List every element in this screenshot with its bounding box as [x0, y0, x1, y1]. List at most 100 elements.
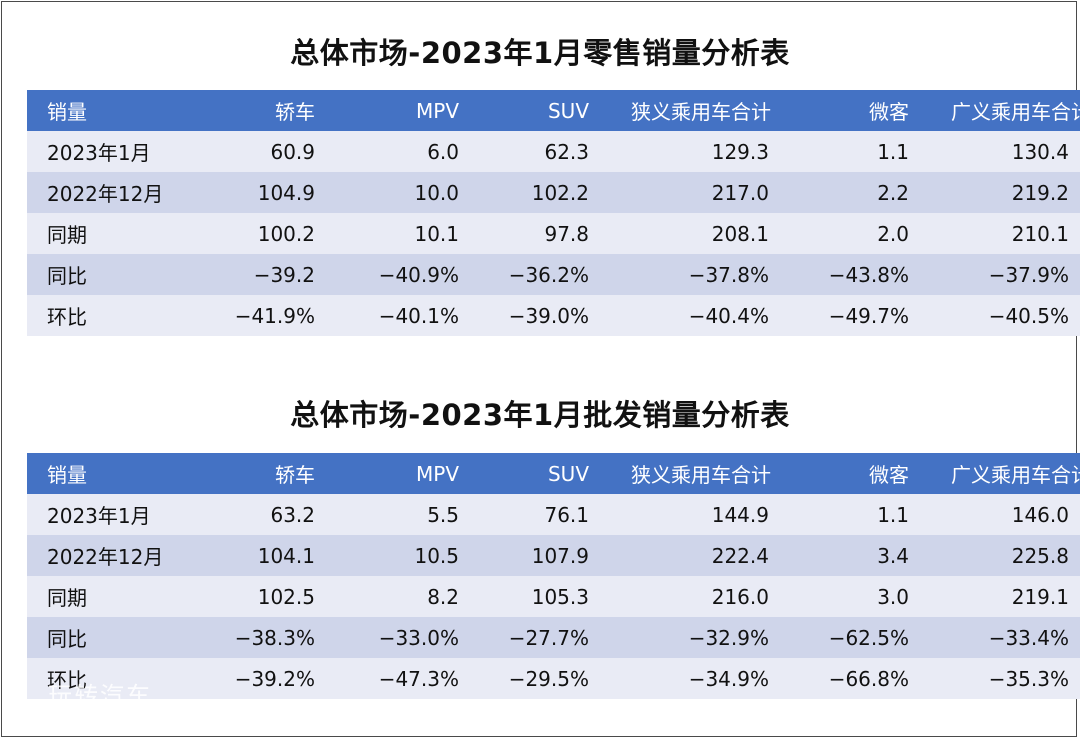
value-cell: 100.2	[187, 213, 337, 254]
wholesale-sales-table: 销量 轿车 MPV SUV 狭义乘用车合计 微客 广义乘用车合计 2023年1月 63.2 5.…	[27, 453, 1080, 699]
value-cell: 1.1	[791, 494, 931, 535]
value-cell: 210.1	[931, 213, 1080, 254]
value-cell: −39.2	[187, 254, 337, 295]
table-row: 环比 −41.9% −40.1% −39.0% −40.4% −49.7% −40.5%	[27, 295, 1080, 336]
value-cell: −40.4%	[611, 295, 791, 336]
column-header: 广义乘用车合计	[931, 453, 1080, 494]
value-cell: 105.3	[481, 576, 611, 617]
row-label-cell: 2023年1月	[27, 131, 187, 172]
value-cell: 62.3	[481, 131, 611, 172]
value-cell: −47.3%	[337, 658, 481, 699]
value-cell: −43.8%	[791, 254, 931, 295]
column-header: 狭义乘用车合计	[611, 90, 791, 131]
value-cell: 216.0	[611, 576, 791, 617]
value-cell: −33.4%	[931, 617, 1080, 658]
value-cell: 104.9	[187, 172, 337, 213]
value-cell: 129.3	[611, 131, 791, 172]
value-cell: −66.8%	[791, 658, 931, 699]
table-row: 同期 100.2 10.1 97.8 208.1 2.0 210.1	[27, 213, 1080, 254]
value-cell: −40.1%	[337, 295, 481, 336]
table-row: 2023年1月 63.2 5.5 76.1 144.9 1.1 146.0	[27, 494, 1080, 535]
column-header: 轿车	[187, 90, 337, 131]
row-label-cell: 同比	[27, 617, 187, 658]
value-cell: 2.0	[791, 213, 931, 254]
value-cell: 6.0	[337, 131, 481, 172]
table-header-row: 销量 轿车 MPV SUV 狭义乘用车合计 微客 广义乘用车合计	[27, 90, 1080, 131]
row-label-cell: 同期	[27, 213, 187, 254]
value-cell: −36.2%	[481, 254, 611, 295]
row-label-cell: 环比	[27, 295, 187, 336]
value-cell: 146.0	[931, 494, 1080, 535]
value-cell: 144.9	[611, 494, 791, 535]
value-cell: 219.2	[931, 172, 1080, 213]
retail-sales-table: 销量 轿车 MPV SUV 狭义乘用车合计 微客 广义乘用车合计 2023年1月 60.9 6.…	[27, 90, 1080, 336]
value-cell: 1.1	[791, 131, 931, 172]
column-header: 微客	[791, 453, 931, 494]
value-cell: 10.1	[337, 213, 481, 254]
value-cell: −32.9%	[611, 617, 791, 658]
value-cell: 102.2	[481, 172, 611, 213]
value-cell: 3.0	[791, 576, 931, 617]
wholesale-table-title: 总体市场-2023年1月批发销量分析表	[290, 398, 790, 432]
value-cell: 97.8	[481, 213, 611, 254]
row-label-cell: 同期	[27, 576, 187, 617]
value-cell: 102.5	[187, 576, 337, 617]
column-header: MPV	[337, 90, 481, 131]
table-header-row: 销量 轿车 MPV SUV 狭义乘用车合计 微客 广义乘用车合计	[27, 453, 1080, 494]
value-cell: −29.5%	[481, 658, 611, 699]
watermark-logo: 玩转汽车	[48, 682, 152, 710]
column-header: SUV	[481, 453, 611, 494]
value-cell: 104.1	[187, 535, 337, 576]
value-cell: 107.9	[481, 535, 611, 576]
table-row: 2023年1月 60.9 6.0 62.3 129.3 1.1 130.4	[27, 131, 1080, 172]
value-cell: −40.9%	[337, 254, 481, 295]
value-cell: 222.4	[611, 535, 791, 576]
retail-table-title: 总体市场-2023年1月零售销量分析表	[290, 36, 790, 70]
value-cell: −37.8%	[611, 254, 791, 295]
value-cell: −34.9%	[611, 658, 791, 699]
value-cell: 217.0	[611, 172, 791, 213]
column-header: 微客	[791, 90, 931, 131]
row-label-cell: 2023年1月	[27, 494, 187, 535]
table-row: 同期 102.5 8.2 105.3 216.0 3.0 219.1	[27, 576, 1080, 617]
value-cell: 63.2	[187, 494, 337, 535]
value-cell: 5.5	[337, 494, 481, 535]
column-header: 销量	[27, 90, 187, 131]
row-label-cell: 同比	[27, 254, 187, 295]
row-label-cell: 2022年12月	[27, 172, 187, 213]
value-cell: −49.7%	[791, 295, 931, 336]
value-cell: −41.9%	[187, 295, 337, 336]
value-cell: −37.9%	[931, 254, 1080, 295]
value-cell: 208.1	[611, 213, 791, 254]
value-cell: −62.5%	[791, 617, 931, 658]
table-row: 2022年12月 104.1 10.5 107.9 222.4 3.4 225.8	[27, 535, 1080, 576]
value-cell: −40.5%	[931, 295, 1080, 336]
value-cell: 10.0	[337, 172, 481, 213]
column-header: 销量	[27, 453, 187, 494]
column-header: 广义乘用车合计	[931, 90, 1080, 131]
table-row: 同比 −39.2 −40.9% −36.2% −37.8% −43.8% −37.9%	[27, 254, 1080, 295]
table-row: 同比 −38.3% −33.0% −27.7% −32.9% −62.5% −33.4%	[27, 617, 1080, 658]
value-cell: 130.4	[931, 131, 1080, 172]
value-cell: 76.1	[481, 494, 611, 535]
value-cell: 2.2	[791, 172, 931, 213]
value-cell: 10.5	[337, 535, 481, 576]
column-header: 轿车	[187, 453, 337, 494]
value-cell: −39.2%	[187, 658, 337, 699]
value-cell: −33.0%	[337, 617, 481, 658]
table-row: 环比 −39.2% −47.3% −29.5% −34.9% −66.8% −35.3%	[27, 658, 1080, 699]
row-label-cell: 环比	[27, 658, 187, 699]
row-label-cell: 2022年12月	[27, 535, 187, 576]
value-cell: 225.8	[931, 535, 1080, 576]
value-cell: −35.3%	[931, 658, 1080, 699]
column-header: MPV	[337, 453, 481, 494]
value-cell: 219.1	[931, 576, 1080, 617]
column-header: SUV	[481, 90, 611, 131]
value-cell: −39.0%	[481, 295, 611, 336]
value-cell: 8.2	[337, 576, 481, 617]
table-row: 2022年12月 104.9 10.0 102.2 217.0 2.2 219.2	[27, 172, 1080, 213]
value-cell: −27.7%	[481, 617, 611, 658]
column-header: 狭义乘用车合计	[611, 453, 791, 494]
value-cell: −38.3%	[187, 617, 337, 658]
